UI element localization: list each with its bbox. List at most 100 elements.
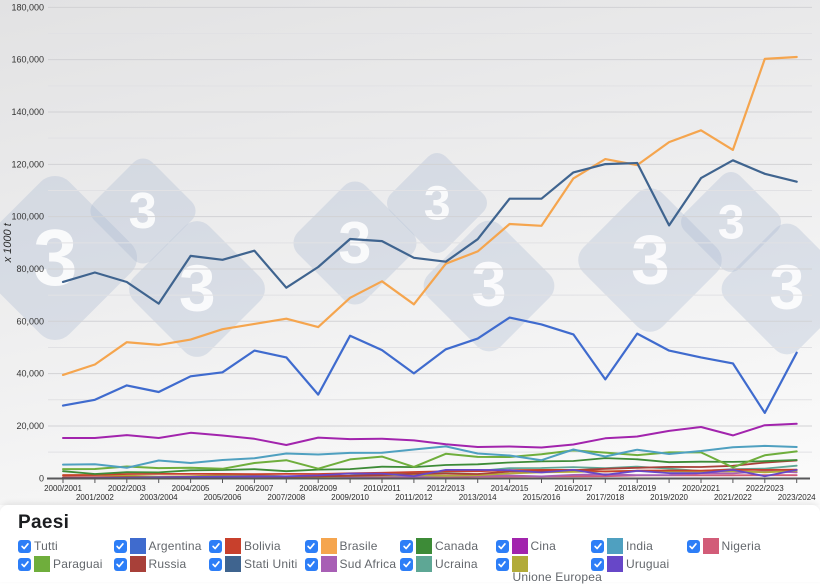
x-axis-tick-label: 2023/2024 xyxy=(778,493,816,502)
checkbox-checked-icon[interactable] xyxy=(686,539,700,553)
legend-item-paraguai[interactable]: Paraguai xyxy=(18,555,114,573)
legend-item-stati-uniti[interactable]: Stati Uniti xyxy=(209,555,305,573)
x-axis-tick-label: 2004/2005 xyxy=(172,484,210,493)
legend-item-label: Sud Africa xyxy=(339,557,397,571)
legend-item-label: Ucraina xyxy=(435,557,478,571)
series-color-swatch xyxy=(34,556,50,572)
series-color-swatch xyxy=(607,556,623,572)
series-color-swatch xyxy=(416,538,432,554)
legend-item-label: Unione Europea xyxy=(512,570,603,584)
x-axis-tick-label: 2006/2007 xyxy=(235,484,273,493)
series-color-swatch xyxy=(320,556,337,572)
legend-item-bolivia[interactable]: Bolivia xyxy=(209,537,305,555)
x-axis-tick-label: 2011/2012 xyxy=(395,493,433,502)
legend-item-tutti[interactable]: Tutti xyxy=(18,537,114,555)
checkbox-checked-icon[interactable] xyxy=(304,539,318,553)
chart-svg: 0 20,000 40,000 60,000 80,000 100,000 120,000 1… xyxy=(2,2,816,502)
series-color-swatch xyxy=(129,556,146,572)
x-axis-tick-label: 2018/2019 xyxy=(618,484,656,493)
legend-item-russia[interactable]: Russia xyxy=(113,555,210,573)
line-argentina xyxy=(61,316,798,414)
y-axis-title: x 1000 t xyxy=(2,222,14,263)
x-axis-tick-label: 2020/2021 xyxy=(682,484,720,493)
legend-item-label: India xyxy=(626,539,654,553)
y-axis-tick-label: 20,000 xyxy=(16,421,44,431)
checkbox-checked-icon[interactable] xyxy=(591,557,604,571)
legend-item-ucraina[interactable]: Ucraina xyxy=(400,555,496,573)
x-axis-tick-label: 2022/2023 xyxy=(746,484,784,493)
legend-grid: Tutti Argentina Bolivia Brasile Canada Cina In… xyxy=(18,537,820,584)
series-color-swatch xyxy=(320,538,337,554)
checkbox-checked-icon[interactable] xyxy=(113,539,127,553)
legend-item-label: Nigeria xyxy=(721,539,761,553)
x-axis-tick-label: 2021/2022 xyxy=(714,493,752,502)
line-india xyxy=(62,444,798,469)
legend-item-brasile[interactable]: Brasile xyxy=(304,537,401,555)
x-axis-tick-label: 2015/2016 xyxy=(523,493,561,502)
legend-item-india[interactable]: India xyxy=(591,537,687,555)
x-axis-tick-label: 2016/2017 xyxy=(554,484,592,493)
checkbox-checked-icon[interactable] xyxy=(18,539,31,553)
x-axis-tick-label: 2019/2020 xyxy=(650,493,688,502)
legend-item-label: Argentina xyxy=(148,539,202,553)
legend-item-label: Brasile xyxy=(339,539,378,553)
legend-item-uruguai[interactable]: Uruguai xyxy=(591,555,687,573)
x-axis-tick-label: 2009/2010 xyxy=(331,493,369,502)
legend-item-cina[interactable]: Cina xyxy=(495,537,592,555)
series-color-swatch xyxy=(511,556,528,572)
y-axis-tick-label: 60,000 xyxy=(16,316,44,326)
legend-item-label: Bolivia xyxy=(244,539,281,553)
checkbox-checked-icon[interactable] xyxy=(209,539,222,553)
x-axis-tick-label: 2014/2015 xyxy=(491,484,529,493)
y-axis-tick-label: 120,000 xyxy=(11,159,44,169)
y-axis-tick-label: 0 xyxy=(39,473,44,483)
checkbox-checked-icon[interactable] xyxy=(113,557,127,571)
legend-item-label: Uruguai xyxy=(626,557,670,571)
x-axis-tick-label: 2007/2008 xyxy=(267,493,305,502)
legend-item-label: Russia xyxy=(148,557,187,571)
x-axis-tick-label: 2017/2018 xyxy=(586,493,624,502)
series-color-swatch xyxy=(702,538,719,554)
legend-item-sud-africa[interactable]: Sud Africa xyxy=(304,555,401,573)
y-axis-tick-label: 100,000 xyxy=(11,212,44,222)
checkbox-checked-icon[interactable] xyxy=(495,539,509,553)
checkbox-checked-icon[interactable] xyxy=(304,557,318,571)
series-color-swatch xyxy=(607,538,623,554)
legend-item-label: Tutti xyxy=(34,539,58,553)
legend-item-label: Canada xyxy=(435,539,479,553)
x-axis-tick-label: 2003/2004 xyxy=(140,493,178,502)
x-axis-tick-label: 2000/2001 xyxy=(44,484,82,493)
x-axis-tick-label: 2002/2003 xyxy=(108,484,146,493)
y-axis-tick-label: 140,000 xyxy=(11,107,44,117)
line-stati-uniti xyxy=(61,159,798,305)
series-color-swatch xyxy=(511,538,528,554)
line-bolivia xyxy=(62,468,798,477)
x-axis-tick-label: 2001/2002 xyxy=(76,493,114,502)
line-brasile xyxy=(61,55,798,376)
x-axis-tick-label: 2005/2006 xyxy=(204,493,242,502)
checkbox-checked-icon[interactable] xyxy=(18,557,31,571)
legend-item-argentina[interactable]: Argentina xyxy=(113,537,210,555)
line-canada xyxy=(62,457,798,475)
line-paraguai xyxy=(62,449,798,471)
series-color-swatch xyxy=(129,538,146,554)
legend-item-unione-europea[interactable]: Unione Europea xyxy=(495,555,602,584)
checkbox-checked-icon[interactable] xyxy=(495,557,509,571)
series-color-swatch xyxy=(416,556,432,572)
checkbox-checked-icon[interactable] xyxy=(400,539,413,553)
legend-item-canada[interactable]: Canada xyxy=(400,537,496,555)
legend-item-nigeria[interactable]: Nigeria xyxy=(686,537,783,555)
x-axis-tick-label: 2010/2011 xyxy=(363,484,401,493)
series-color-swatch xyxy=(225,538,241,554)
checkbox-checked-icon[interactable] xyxy=(209,557,222,571)
legend-item-label: Stati Uniti xyxy=(244,557,298,571)
x-axis-tick-label: 2012/2013 xyxy=(427,484,465,493)
legend-item-label: Cina xyxy=(530,539,556,553)
y-axis-tick-label: 160,000 xyxy=(11,55,44,65)
y-axis-tick-label: 80,000 xyxy=(16,264,44,274)
checkbox-checked-icon[interactable] xyxy=(591,539,604,553)
checkbox-checked-icon[interactable] xyxy=(400,557,413,571)
line-cina xyxy=(62,422,798,449)
legend-item-label: Paraguai xyxy=(53,557,103,571)
